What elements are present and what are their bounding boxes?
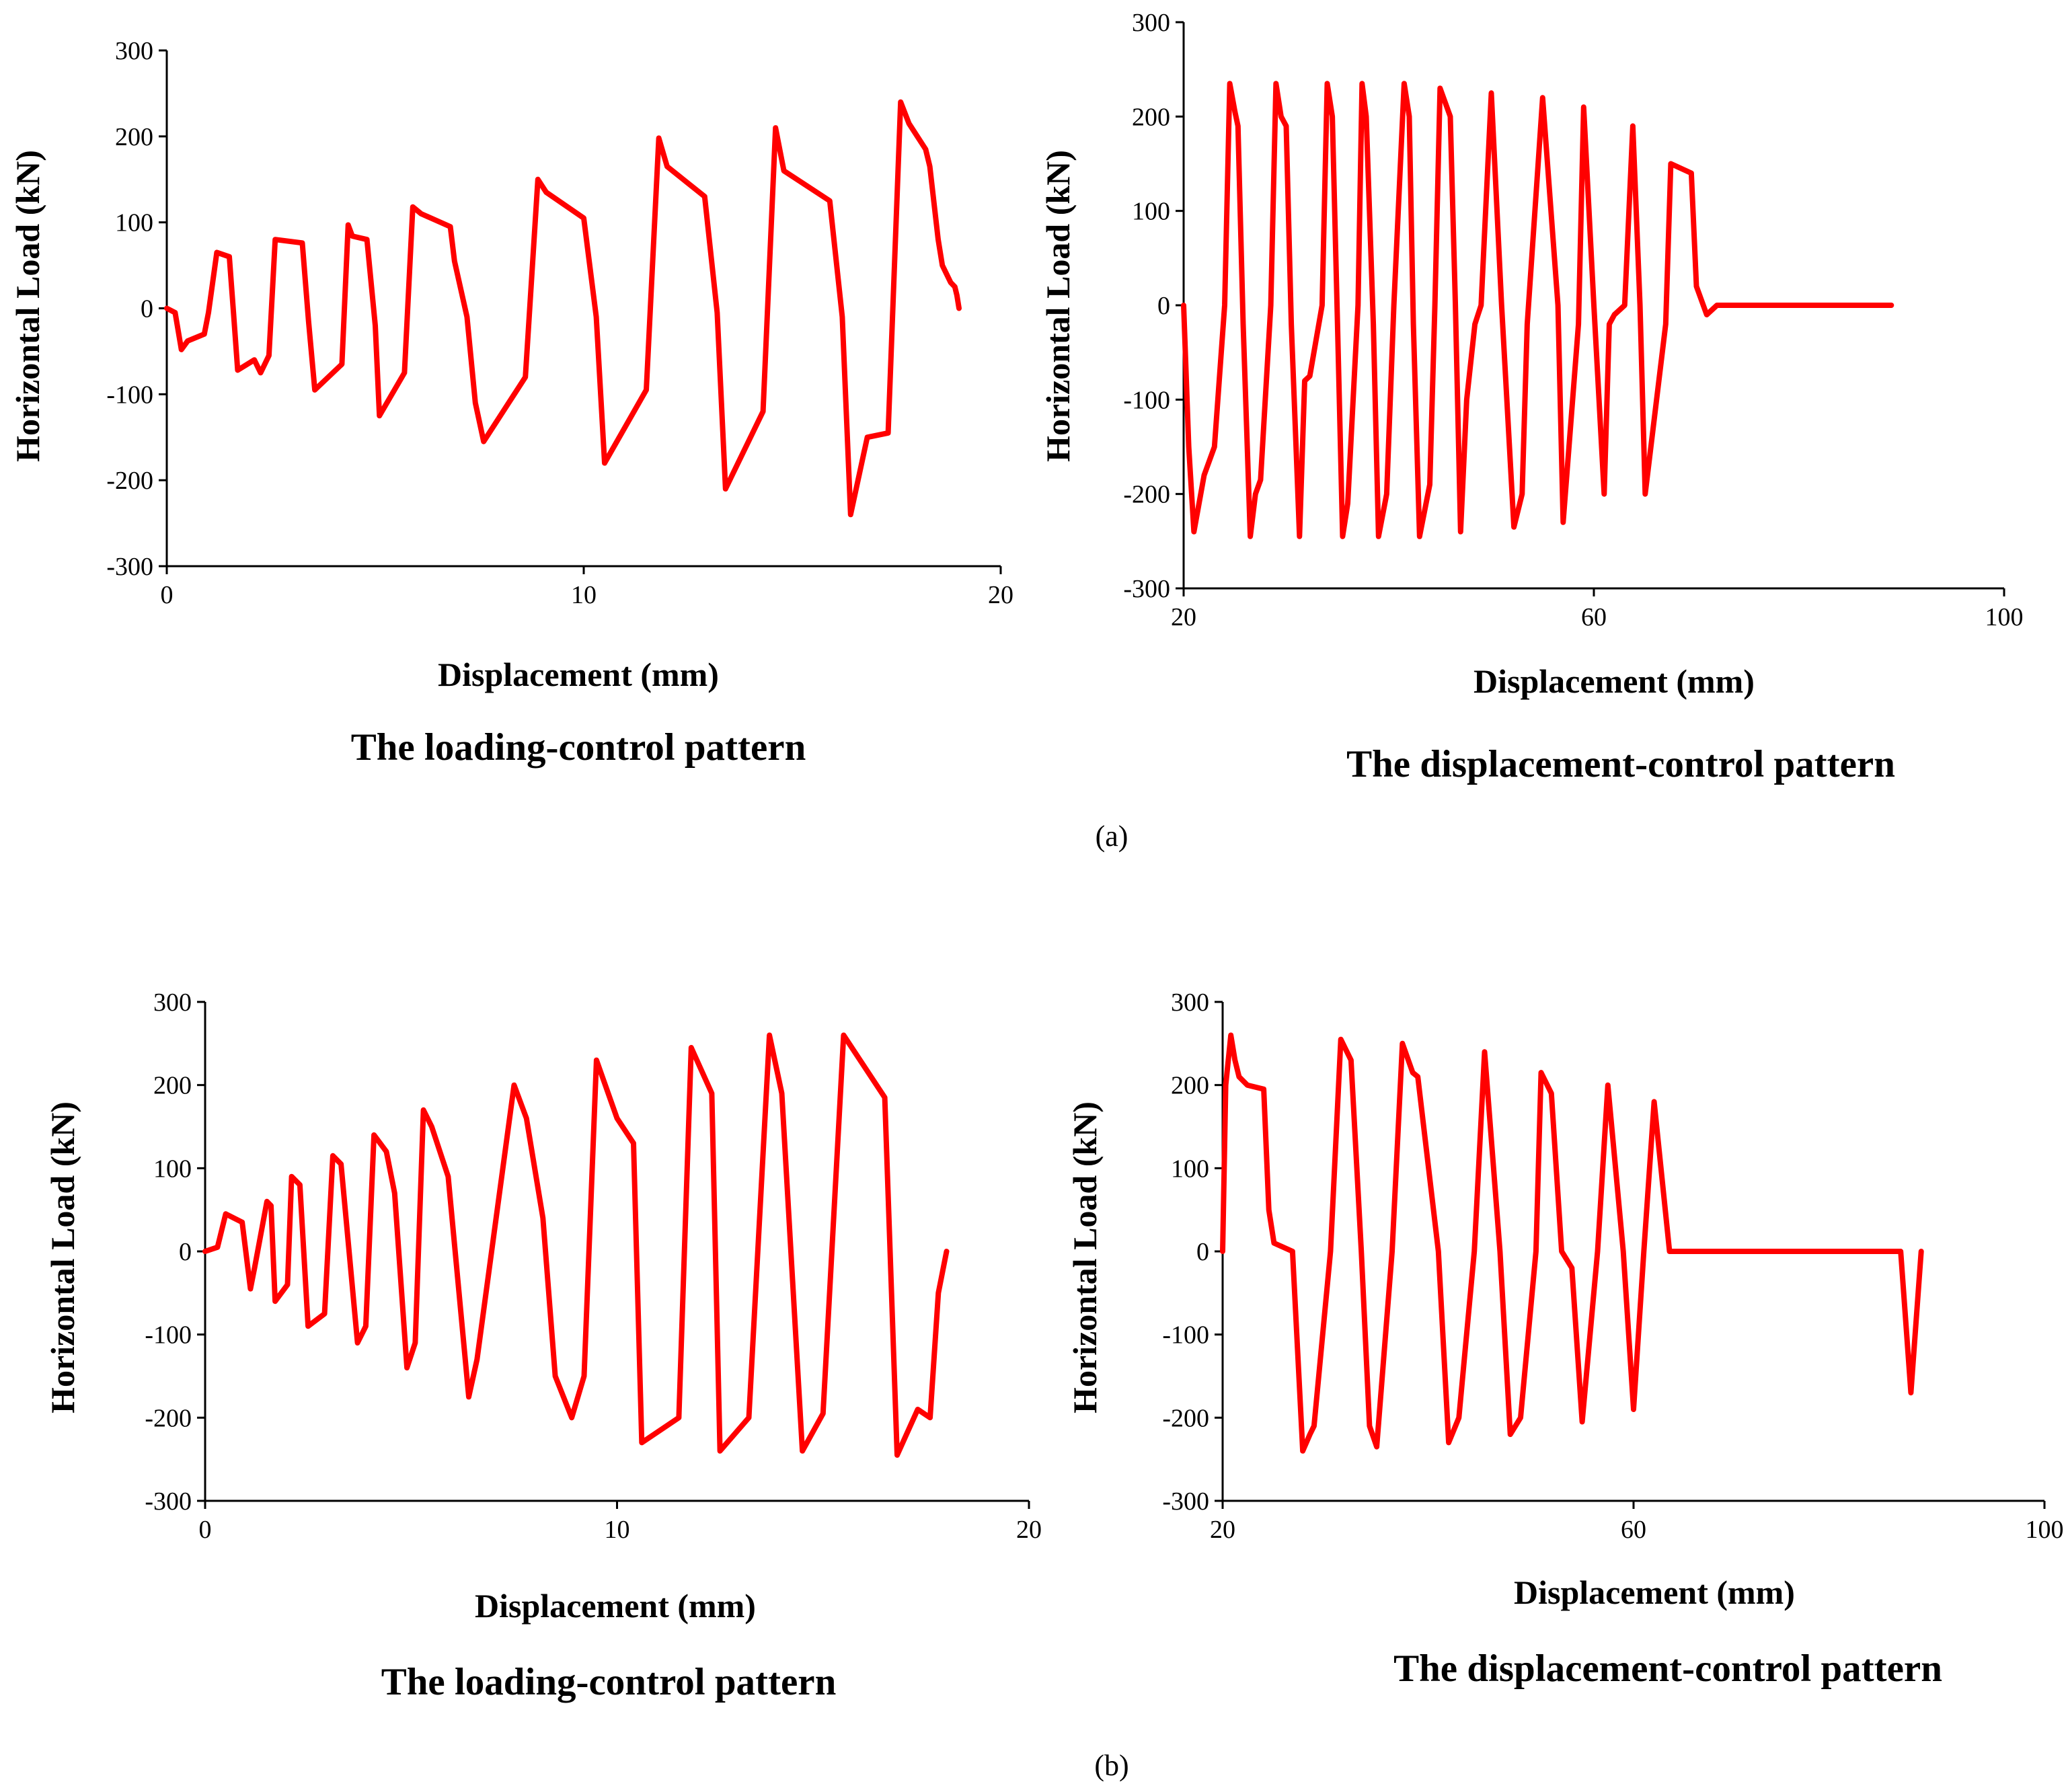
panel-a-left: 300 200 100 0 -100 -200 -300 0 10 20 Displacement… [9, 37, 1013, 769]
y-tick-label: -200 [106, 467, 153, 495]
y-axis-label-b-right: Horizontal Load (kN) [1066, 1101, 1104, 1413]
x-tick-label: 20 [1171, 603, 1196, 631]
x-axis-label-a-right: Displacement (mm) [1473, 662, 1755, 700]
y-tick-label: -100 [1162, 1321, 1209, 1350]
x-tick-label: 100 [2026, 1516, 2064, 1544]
y-tick-label: 200 [115, 123, 153, 151]
sublabel-a: (a) [1096, 820, 1128, 853]
y-axis-label-a-right: Horizontal Load (kN) [1039, 150, 1077, 462]
x-tick-label: 20 [1016, 1516, 1042, 1544]
y-tick-label: -100 [1123, 386, 1170, 414]
y-tick-label: -300 [106, 553, 153, 581]
y-tick-label: 300 [1171, 988, 1209, 1017]
y-tick-label: 300 [153, 988, 192, 1017]
y-axis-label-b-left: Horizontal Load (kN) [44, 1101, 81, 1413]
y-tick-label: -100 [145, 1321, 192, 1350]
x-tick-label: 0 [161, 581, 174, 609]
x-tick-label: 20 [1210, 1516, 1235, 1544]
y-tick-label: 100 [1132, 198, 1170, 226]
y-tick-label: 100 [115, 209, 153, 237]
caption-b-left: The loading-control pattern [381, 1661, 837, 1703]
caption-a-left: The loading-control pattern [351, 726, 806, 769]
y-tick-label: -200 [1162, 1404, 1209, 1432]
sublabel-b: (b) [1094, 1749, 1128, 1782]
series-line [1220, 1032, 1924, 1454]
x-tick-label: 60 [1581, 603, 1607, 631]
caption-b-right: The displacement-control pattern [1393, 1647, 1942, 1690]
y-tick-label: 200 [1132, 103, 1170, 131]
series-line [1181, 81, 1894, 539]
y-tick-label: -300 [1162, 1487, 1209, 1516]
y-tick-label: 0 [179, 1238, 192, 1266]
y-tick-label: 200 [1171, 1072, 1209, 1100]
x-axis-label-b-right: Displacement (mm) [1514, 1573, 1795, 1611]
series-line [164, 99, 962, 518]
x-tick-label: 60 [1621, 1516, 1646, 1544]
y-tick-label: 100 [153, 1155, 192, 1183]
x-axis-label-b-left: Displacement (mm) [475, 1587, 756, 1625]
x-tick-label: 10 [605, 1516, 630, 1544]
y-axis-label-a-left: Horizontal Load (kN) [9, 150, 46, 462]
series-line [202, 1032, 950, 1458]
x-tick-label: 10 [571, 581, 597, 609]
y-tick-label: 100 [1171, 1155, 1209, 1183]
x-tick-label: 0 [199, 1516, 212, 1544]
y-tick-label: -100 [106, 381, 153, 409]
x-tick-label: 20 [988, 581, 1013, 609]
caption-a-right: The displacement-control pattern [1346, 743, 1895, 785]
y-tick-label: -300 [145, 1487, 192, 1516]
y-tick-label: -200 [145, 1404, 192, 1432]
y-tick-label: 200 [153, 1072, 192, 1100]
y-tick-label: 300 [115, 37, 153, 65]
y-tick-label: 0 [1196, 1238, 1209, 1266]
y-tick-label: 300 [1132, 9, 1170, 37]
y-tick-label: -200 [1123, 481, 1170, 509]
y-tick-label: 0 [1157, 292, 1170, 320]
plot-area-a-left: 300 200 100 0 -100 -200 -300 0 10 20 [106, 37, 1013, 609]
y-tick-label: -300 [1123, 575, 1170, 603]
x-tick-label: 100 [1985, 603, 2024, 631]
y-tick-label: 0 [141, 295, 153, 323]
x-axis-label-a-left: Displacement (mm) [438, 656, 719, 693]
